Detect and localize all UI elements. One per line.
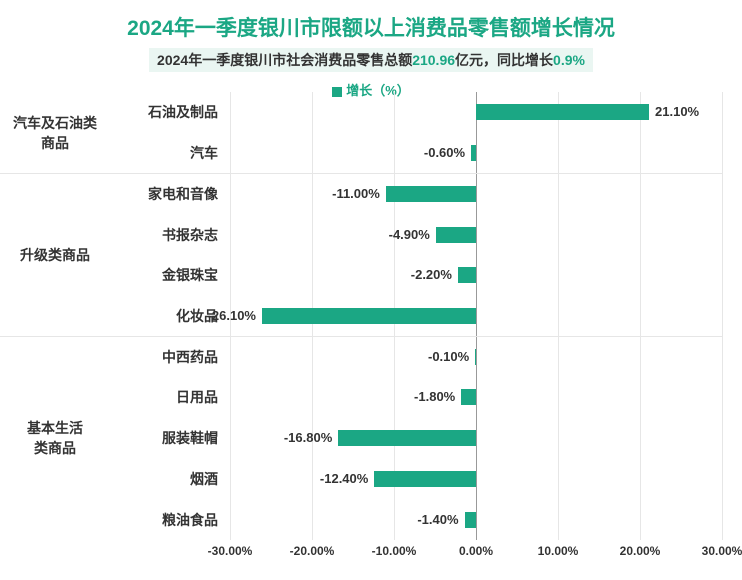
x-tick-label: 30.00% [702,544,742,558]
chart-title: 2024年一季度银川市限额以上消费品零售额增长情况 [0,12,742,42]
category-label: 汽车 [110,133,230,174]
bar-value-label: -26.10% [208,308,256,324]
category-label: 粮油食品 [110,499,230,540]
group-label-column: 汽车及石油类 商品升级类商品基本生活 类商品 [0,92,110,540]
x-tick-label: 0.00% [459,544,493,558]
bar-value-label: -12.40% [320,471,368,487]
x-axis: -30.00%-20.00%-10.00%0.00%10.00%20.00%30… [230,544,722,564]
subtitle-value-2: 0.9% [553,52,585,68]
bar-value-label: -16.80% [284,430,332,446]
group-label: 基本生活 类商品 [0,336,110,540]
bar [386,186,476,202]
bar [458,267,476,283]
bar-value-label: -4.90% [389,227,430,243]
chart-container: 2024年一季度银川市限额以上消费品零售额增长情况 2024年一季度银川市社会消… [0,0,742,580]
gridline [722,92,723,540]
bar [471,145,476,161]
chart-subtitle: 2024年一季度银川市社会消费品零售总额210.96亿元，同比增长0.9% [149,48,593,72]
subtitle-value-1: 210.96 [412,52,455,68]
bar [461,389,476,405]
x-tick-label: -10.00% [372,544,417,558]
category-label: 金银珠宝 [110,255,230,296]
bar-value-label: -11.00% [332,186,380,202]
bar-value-label: -1.40% [417,512,458,528]
group-separator [0,173,722,174]
category-label: 书报杂志 [110,214,230,255]
category-label: 服装鞋帽 [110,418,230,459]
bar-area: 21.10%-0.60%-11.00%-4.90%-2.20%-26.10%-0… [230,92,722,540]
bar-value-label: -1.80% [414,389,455,405]
bar [338,430,476,446]
x-tick-label: -30.00% [208,544,253,558]
x-tick-label: 20.00% [620,544,661,558]
category-label: 石油及制品 [110,92,230,133]
bar [476,104,649,120]
bar [262,308,476,324]
category-label: 中西药品 [110,336,230,377]
bar-value-label: -2.20% [411,267,452,283]
group-label: 升级类商品 [0,173,110,336]
bar [475,349,476,365]
group-separator [0,336,722,337]
bar-value-label: 21.10% [655,104,699,120]
bar-value-label: -0.10% [428,349,469,365]
x-tick-label: 10.00% [538,544,579,558]
group-label: 汽车及石油类 商品 [0,92,110,173]
bar [465,512,476,528]
x-tick-label: -20.00% [290,544,335,558]
bar [374,471,476,487]
category-label: 家电和音像 [110,173,230,214]
bar-value-label: -0.60% [424,145,465,161]
subtitle-prefix: 2024年一季度银川市社会消费品零售总额 [157,52,412,68]
subtitle-mid: 亿元，同比增长 [455,52,553,68]
category-label: 日用品 [110,377,230,418]
bar [436,227,476,243]
plot-area: 汽车及石油类 商品升级类商品基本生活 类商品 石油及制品汽车家电和音像书报杂志金… [0,92,722,540]
category-label: 烟酒 [110,459,230,500]
